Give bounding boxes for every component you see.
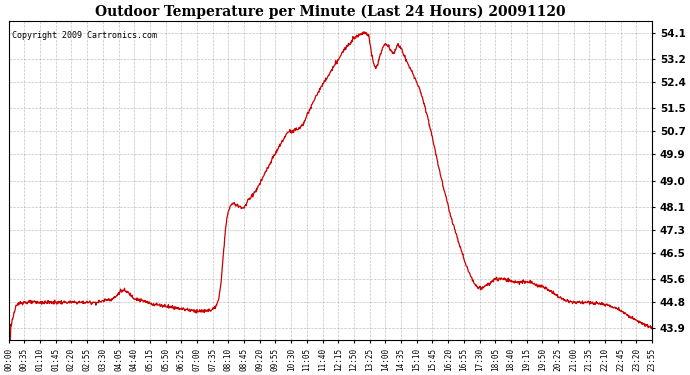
Title: Outdoor Temperature per Minute (Last 24 Hours) 20091120: Outdoor Temperature per Minute (Last 24 … <box>95 4 566 18</box>
Text: Copyright 2009 Cartronics.com: Copyright 2009 Cartronics.com <box>12 31 157 40</box>
